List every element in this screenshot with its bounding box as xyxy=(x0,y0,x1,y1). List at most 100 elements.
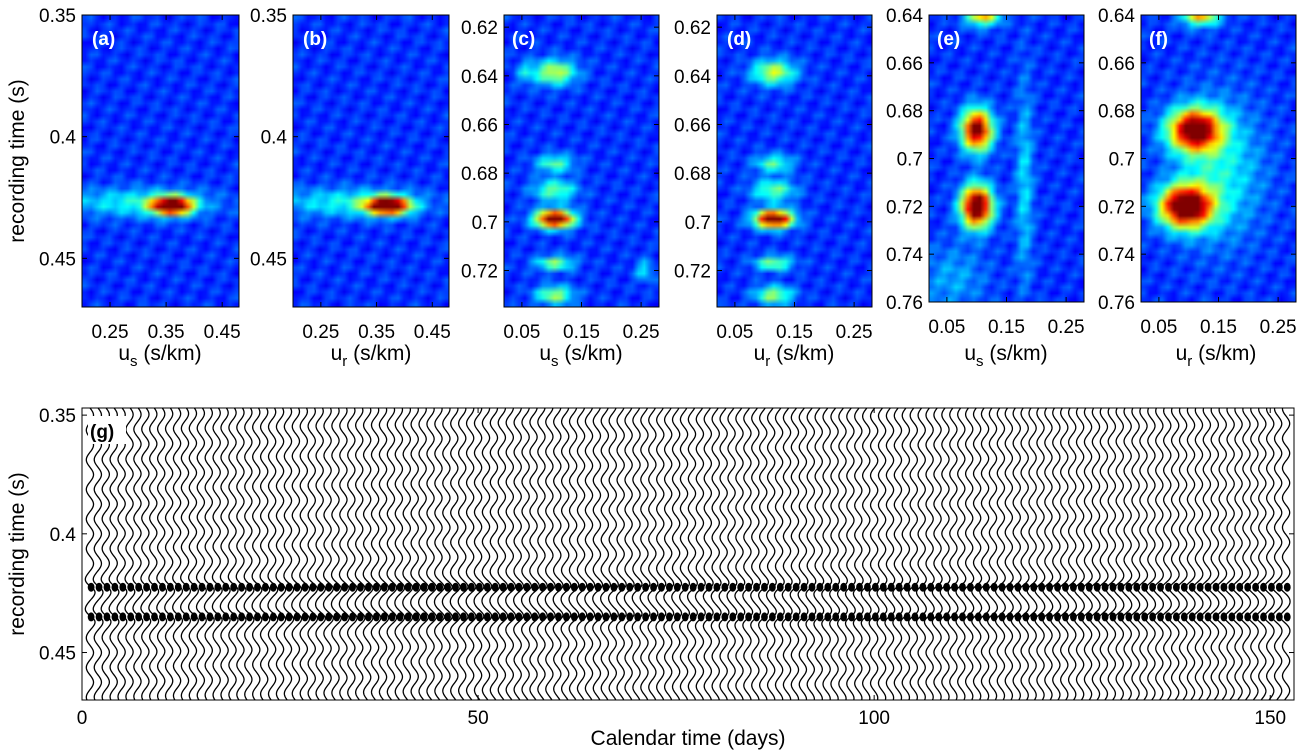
trace-event-fill xyxy=(396,612,404,622)
heatmap-image-a xyxy=(82,15,239,307)
trace-day-147 xyxy=(1240,408,1252,700)
trace-event-fill xyxy=(650,582,657,592)
y-tick-label-d: 0.64 xyxy=(674,67,711,88)
trace-event-fill xyxy=(768,582,776,592)
y-tick-label-d: 0.66 xyxy=(674,116,711,137)
trace-day-121 xyxy=(1034,408,1046,700)
trace-day-135 xyxy=(1145,408,1157,700)
trace-event-fill xyxy=(681,582,689,592)
trace-event-fill xyxy=(784,582,792,592)
trace-event-fill xyxy=(840,582,848,592)
trace-event-fill xyxy=(1165,582,1172,592)
trace-event-fill xyxy=(800,612,808,622)
trace-day-81 xyxy=(718,408,730,700)
y-tick-label-f: 0.68 xyxy=(1098,102,1135,123)
trace-event-fill xyxy=(507,582,515,592)
trace-event-fill xyxy=(665,582,673,592)
x-tick-label-c: 0.15 xyxy=(563,322,600,343)
trace-day-98 xyxy=(852,408,864,700)
trace-day-114 xyxy=(979,408,991,700)
trace-day-71 xyxy=(639,408,651,700)
trace-day-38 xyxy=(378,408,390,700)
trace-event-fill xyxy=(206,612,214,622)
y-tick-label-b: 0.4 xyxy=(261,128,288,149)
trace-event-fill xyxy=(341,582,349,592)
trace-event-fill xyxy=(483,612,491,622)
trace-event-fill xyxy=(159,582,166,592)
y-tick-label-e: 0.72 xyxy=(886,197,923,218)
trace-day-132 xyxy=(1121,408,1133,700)
panel-c: 0.05 0.15 0.250.620.640.660.680.70.72 (c) … xyxy=(461,14,660,370)
trace-event-fill xyxy=(808,612,816,622)
y-tick-label-c: 0.64 xyxy=(461,67,498,88)
trace-event-fill xyxy=(705,582,713,592)
trace-day-90 xyxy=(789,408,801,700)
trace-day-72 xyxy=(647,408,659,700)
trace-event-fill xyxy=(166,612,174,622)
trace-event-fill xyxy=(586,582,594,592)
trace-day-50 xyxy=(473,408,485,700)
trace-event-fill xyxy=(95,582,103,592)
trace-event-fill xyxy=(491,612,499,622)
trace-day-22 xyxy=(251,408,263,700)
y-tick-label-b: 0.35 xyxy=(250,6,287,27)
trace-day-108 xyxy=(931,408,943,700)
trace-event-fill xyxy=(364,612,372,622)
trace-event-fill xyxy=(135,582,143,592)
trace-event-fill xyxy=(182,582,190,592)
trace-event-fill xyxy=(792,582,800,592)
trace-event-fill xyxy=(539,612,547,622)
trace-event-fill xyxy=(254,612,261,622)
trace-event-fill xyxy=(634,612,642,622)
trace-event-fill xyxy=(341,612,349,622)
trace-day-88 xyxy=(773,408,785,700)
trace-event-fill xyxy=(404,582,412,592)
x-tick-label-e: 0.25 xyxy=(1048,317,1085,338)
trace-event-fill xyxy=(911,612,919,622)
trace-event-fill xyxy=(301,612,309,622)
y-tick-label-d: 0.7 xyxy=(685,213,711,234)
trace-event-fill xyxy=(428,582,436,592)
panel-label-e: (e) xyxy=(937,29,960,50)
x-axis-label-b: ur (s/km) xyxy=(331,342,412,370)
trace-day-6 xyxy=(124,408,136,700)
trace-day-54 xyxy=(505,408,517,700)
trace-event-fill xyxy=(927,612,935,622)
trace-day-84 xyxy=(742,408,754,700)
x-tick-label-d: 0.05 xyxy=(716,322,753,343)
panel-label-d: (d) xyxy=(727,29,751,50)
trace-event-fill xyxy=(143,612,150,622)
trace-day-97 xyxy=(844,408,856,700)
trace-day-67 xyxy=(607,408,619,700)
trace-day-74 xyxy=(663,408,675,700)
panel-label-c: (c) xyxy=(512,29,535,50)
trace-event-fill xyxy=(990,582,998,592)
trace-day-77 xyxy=(686,408,698,700)
trace-event-fill xyxy=(578,612,586,622)
trace-event-fill xyxy=(166,582,174,592)
trace-day-5 xyxy=(116,408,128,700)
trace-day-115 xyxy=(986,408,999,700)
trace-event-fill xyxy=(380,582,388,592)
trace-event-fill xyxy=(475,612,483,622)
trace-event-fill xyxy=(618,612,626,622)
trace-event-fill xyxy=(705,612,713,622)
trace-day-59 xyxy=(544,408,556,700)
trace-day-13 xyxy=(179,408,192,700)
trace-event-fill xyxy=(1283,612,1291,622)
trace-event-fill xyxy=(824,612,832,622)
trace-event-fill xyxy=(602,582,610,592)
trace-event-fill xyxy=(974,612,982,622)
trace-day-62 xyxy=(568,408,580,700)
trace-day-68 xyxy=(615,408,627,700)
panel-a: 0.25 0.35 0.45 0.35 0.4 0.45 (a) us (s/km) re… xyxy=(6,6,241,370)
trace-event-fill xyxy=(230,612,238,622)
y-tick-label-c: 0.72 xyxy=(461,262,498,283)
trace-day-148 xyxy=(1247,408,1260,700)
trace-event-fill xyxy=(349,612,356,622)
trace-event-fill xyxy=(721,612,729,622)
trace-day-7 xyxy=(132,408,144,700)
trace-day-138 xyxy=(1168,408,1180,700)
trace-day-32 xyxy=(330,408,342,700)
trace-day-31 xyxy=(322,408,334,700)
